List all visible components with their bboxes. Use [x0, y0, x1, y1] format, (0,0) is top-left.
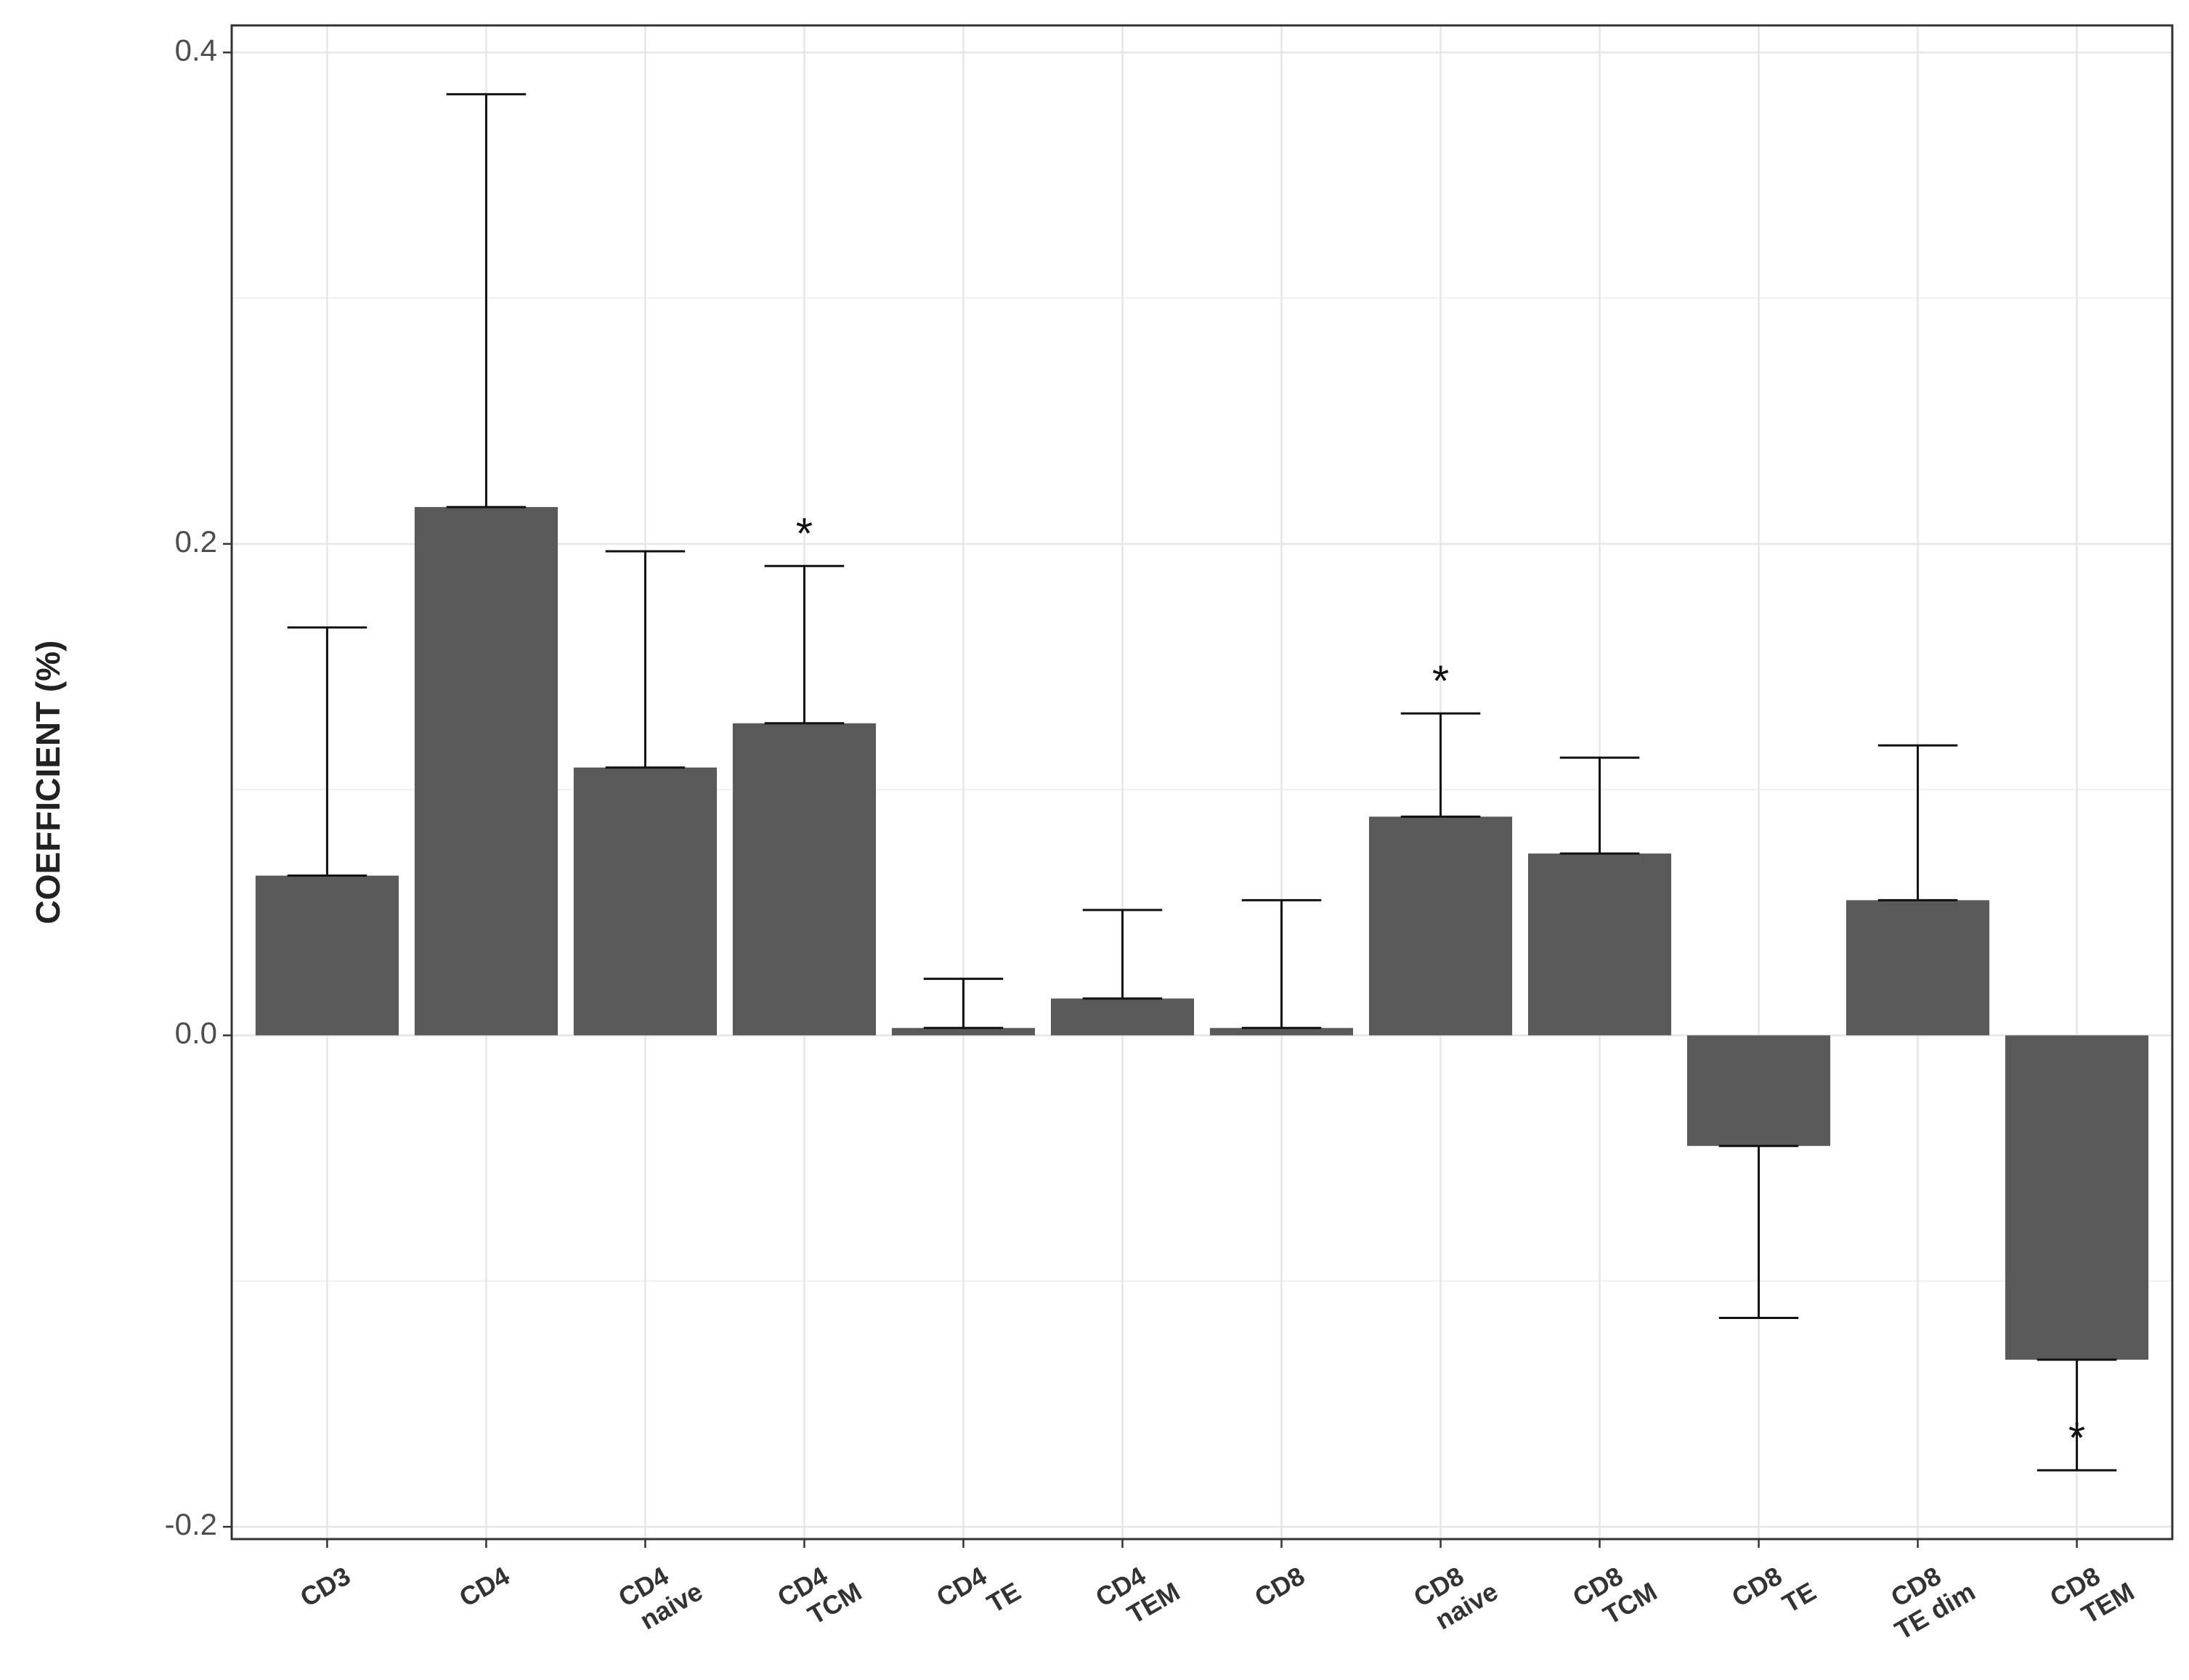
- bar: [2005, 1035, 2149, 1360]
- x-tick-label-group: CD4: [454, 1561, 514, 1613]
- y-tick-label: 0.2: [175, 524, 217, 559]
- bar: [891, 1028, 1036, 1036]
- y-tick-label: 0.4: [175, 33, 217, 67]
- bar: [1846, 900, 1990, 1036]
- bar: [1527, 853, 1672, 1036]
- x-tick-label: CD8: [1249, 1561, 1309, 1613]
- x-tick-label-group: CD3: [295, 1561, 355, 1613]
- x-tick-label: CD8: [1726, 1561, 1787, 1613]
- y-tick-label: 0.0: [175, 1016, 217, 1050]
- bar: [573, 767, 717, 1036]
- bar: [1368, 816, 1513, 1036]
- bar: [414, 507, 558, 1036]
- significance-marker: *: [2068, 1413, 2085, 1462]
- x-tick-label-group: CD8: [1249, 1561, 1309, 1613]
- bar: [1209, 1028, 1354, 1036]
- x-tick-label: CD3: [295, 1561, 355, 1613]
- y-tick-label: -0.2: [165, 1507, 217, 1541]
- x-tick-label: CD4: [931, 1561, 991, 1613]
- significance-marker: *: [796, 509, 813, 558]
- bar: [732, 723, 877, 1036]
- plot-border: [230, 24, 2174, 1541]
- bar: [1050, 998, 1195, 1036]
- x-tick-label: CD4: [454, 1561, 514, 1613]
- significance-marker: *: [1432, 657, 1449, 705]
- bar: [1687, 1035, 1831, 1146]
- bar: [255, 875, 399, 1036]
- y-axis-label: COEFFICIENT (%): [29, 641, 67, 925]
